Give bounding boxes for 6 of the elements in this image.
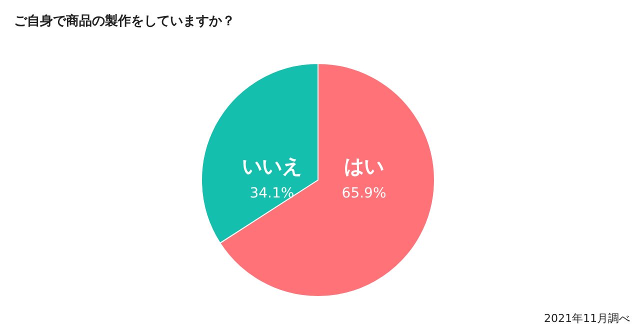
slice-label: はい xyxy=(344,154,384,178)
chart-title: ご自身で商品の製作をしていますか？ xyxy=(14,12,235,30)
text: 2021年11月調べ xyxy=(544,311,630,326)
data-label: 65.9% xyxy=(342,186,386,202)
data-label: 34.1% xyxy=(250,186,294,202)
slice-label: いいえ xyxy=(242,154,302,178)
